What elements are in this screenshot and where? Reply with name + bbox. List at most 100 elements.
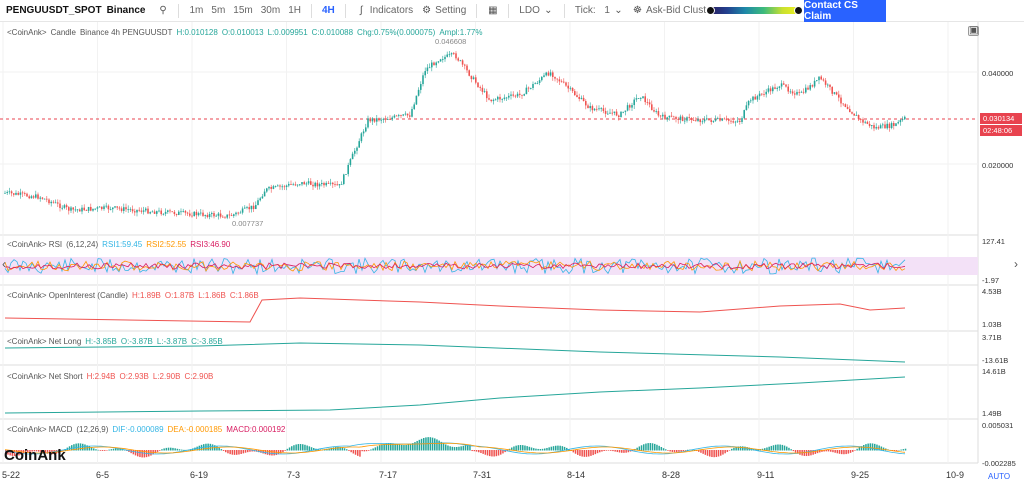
macd-bar xyxy=(119,448,121,451)
macd-bar xyxy=(409,443,412,451)
candle-body xyxy=(635,98,638,100)
candle-body xyxy=(756,96,759,100)
candle-body xyxy=(226,214,228,218)
timeframe-4h[interactable]: 4H xyxy=(322,5,335,16)
candle-body xyxy=(785,84,787,87)
candle-body xyxy=(710,120,712,122)
timeframe-15m[interactable]: 15m xyxy=(233,5,253,16)
macd-bar xyxy=(88,446,91,451)
legend-low: L:0.009951 xyxy=(267,28,308,37)
macd-bar xyxy=(317,449,319,451)
candle-body xyxy=(560,81,563,83)
setting-label: Setting xyxy=(435,5,467,16)
candle-body xyxy=(519,93,521,95)
candle-body xyxy=(323,182,325,186)
macd-bar xyxy=(500,450,502,455)
candle-body xyxy=(244,207,246,209)
macd-bar xyxy=(539,449,542,451)
macd-bar xyxy=(733,447,735,451)
timeframe-5m[interactable]: 5m xyxy=(211,5,226,16)
macd-bar xyxy=(504,450,506,453)
candle-body xyxy=(679,116,682,120)
timeframe-1m[interactable]: 1m xyxy=(189,5,204,16)
candle-body xyxy=(730,120,732,122)
candle-body xyxy=(453,53,455,54)
contact-cs-claim-button[interactable]: Contact CS Claim xyxy=(804,0,886,22)
candle-body xyxy=(567,85,569,89)
macd-bar xyxy=(495,450,498,457)
candle-body xyxy=(107,205,110,210)
macd-bar xyxy=(284,450,286,451)
candle-body xyxy=(61,207,63,209)
macd-bar xyxy=(352,450,355,454)
macd-bar xyxy=(449,446,451,451)
candle-body xyxy=(354,150,356,154)
macd-bar xyxy=(348,450,350,451)
heat-gradient-slider[interactable] xyxy=(706,6,803,15)
candle-body xyxy=(600,108,602,110)
candle-body xyxy=(415,95,418,105)
macd-bar xyxy=(9,450,11,456)
candle-body xyxy=(384,118,387,120)
slider-handle-left[interactable] xyxy=(706,6,715,15)
chevron-right-icon[interactable]: › xyxy=(1014,257,1018,271)
candle-body xyxy=(890,123,893,128)
macd-bar xyxy=(231,450,234,455)
candle-body xyxy=(387,119,389,120)
chevron-left-icon[interactable]: ‹ xyxy=(2,257,6,271)
date-label: 6-19 xyxy=(190,470,209,480)
candle-body xyxy=(360,133,363,142)
indicators-button[interactable]: ∫ Indicators xyxy=(356,5,413,16)
macd-bar xyxy=(71,445,73,451)
candle-body xyxy=(576,95,578,98)
token-select[interactable]: LDO ⌄ xyxy=(519,5,554,16)
screenshot-icon[interactable]: ▣ xyxy=(968,25,979,36)
rsi3-value: RSI3:46.90 xyxy=(190,240,231,249)
symbol-name[interactable]: PENGUUSDT_SPOT xyxy=(6,5,102,16)
slider-handle-right[interactable] xyxy=(794,6,803,15)
macd-bar xyxy=(893,450,896,451)
macd-bar xyxy=(137,450,139,457)
setting-button[interactable]: ⚙ Setting xyxy=(421,5,466,16)
candle-body xyxy=(481,87,484,92)
macd-bar xyxy=(469,444,471,451)
macd-bar xyxy=(579,450,581,456)
macd-bar xyxy=(761,448,764,451)
netshort-open: O:2.93B xyxy=(119,372,149,381)
timeframe-30m[interactable]: 30m xyxy=(260,5,281,16)
candle-body xyxy=(193,211,195,217)
legend-high: H:0.010128 xyxy=(176,28,218,37)
high-annotation: 0.046608 xyxy=(435,37,467,46)
macd-bar xyxy=(475,450,478,452)
candle-body xyxy=(527,87,530,89)
candle-body xyxy=(829,84,831,87)
candle-body xyxy=(776,87,778,89)
cluster-label: Ask-Bid Cluster xyxy=(645,5,715,16)
macd-bar xyxy=(772,445,775,451)
tick-value: 1 xyxy=(604,5,610,16)
macd-bar xyxy=(594,450,597,455)
macd-bar xyxy=(698,450,700,452)
timeframe-1h[interactable]: 1H xyxy=(288,5,301,16)
macd-bar xyxy=(431,437,434,451)
countdown-tag: 02:48:06 xyxy=(980,125,1022,136)
candle-body xyxy=(538,80,541,83)
candle-body xyxy=(54,202,57,204)
macd-bar xyxy=(610,450,612,451)
price-scale-040: 0.040000 xyxy=(982,69,1014,78)
candle-body xyxy=(347,164,349,175)
macd-bar xyxy=(766,447,768,451)
auto-scale-button[interactable]: AUTO xyxy=(988,472,1011,481)
macd-bar xyxy=(678,450,680,452)
tick-select[interactable]: Tick: 1 ⌄ xyxy=(575,5,624,16)
search-icon[interactable]: ⚲ xyxy=(159,5,167,16)
candle-body xyxy=(508,95,510,98)
layout-grid-button[interactable]: ▦ xyxy=(487,5,498,16)
macd-bar xyxy=(442,443,445,451)
macd-bar xyxy=(841,450,843,455)
candle-body xyxy=(127,209,129,211)
candle-body xyxy=(787,86,789,92)
candle-body xyxy=(690,118,693,121)
macd-bar xyxy=(900,449,902,451)
